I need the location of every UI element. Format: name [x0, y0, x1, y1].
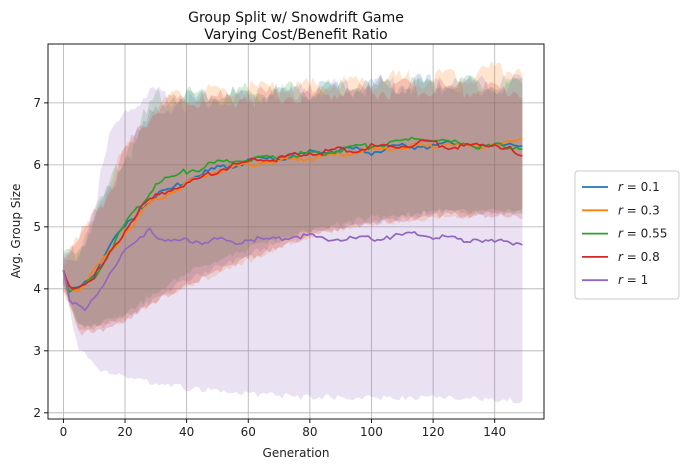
y-tick-label-5: 7	[33, 96, 41, 110]
legend-var-1: r	[618, 203, 624, 217]
line-series-3	[62, 139, 523, 290]
band-series-1	[63, 61, 523, 331]
grid-lines	[48, 44, 544, 419]
x-tick-label-6: 120	[422, 425, 445, 439]
legend-box	[574, 170, 680, 300]
x-tick-label-0: 0	[60, 425, 68, 439]
y-tick-label-2: 4	[33, 282, 41, 296]
legend: r = 0.1r = 0.3r = 0.55r = 0.8r = 1	[574, 170, 680, 300]
legend-label-4: r = 1	[618, 273, 648, 287]
x-axis-title: Generation	[263, 446, 330, 460]
band-series-4	[63, 74, 523, 404]
legend-label-1: r = 0.3	[618, 203, 660, 217]
x-tick-label-4: 80	[302, 425, 317, 439]
legend-var-4: r	[618, 273, 624, 287]
confidence-bands	[63, 61, 523, 404]
legend-value-4: = 1	[623, 273, 648, 287]
band-series-2	[63, 74, 523, 330]
legend-label-3: r = 0.8	[618, 250, 660, 264]
x-tick-label-1: 20	[117, 425, 132, 439]
x-tick-label-2: 40	[179, 425, 194, 439]
legend-var-2: r	[618, 227, 624, 241]
legend-value-3: = 0.8	[623, 250, 660, 264]
legend-label-0: r = 0.1	[618, 180, 660, 194]
chart-title-line-1: Group Split w/ Snowdrift Game	[188, 10, 404, 26]
legend-var-3: r	[618, 250, 624, 264]
x-tick-label-3: 60	[241, 425, 256, 439]
y-axis-ticks: 2 3 4 5 6 7	[33, 96, 48, 420]
band-series-0	[63, 73, 523, 327]
band-series-3	[63, 77, 523, 336]
x-axis-ticks: 0 20 40 60 80 100 120 140	[60, 419, 506, 439]
plot-frame	[47, 43, 545, 420]
y-axis-title: Avg. Group Size	[9, 184, 23, 279]
x-tick-label-5: 100	[360, 425, 383, 439]
y-tick-label-0: 2	[33, 406, 41, 420]
y-tick-label-3: 5	[33, 220, 41, 234]
legend-label-2: r = 0.55	[618, 227, 667, 241]
line-series-4	[62, 227, 523, 312]
y-tick-label-4: 6	[33, 158, 41, 172]
line-series-1	[62, 138, 523, 293]
legend-value-2: = 0.55	[623, 227, 667, 241]
series-lines	[62, 136, 523, 312]
legend-value-0: = 0.1	[623, 180, 660, 194]
chart-title-line-2: Varying Cost/Benefit Ratio	[204, 27, 387, 43]
y-tick-label-1: 3	[33, 344, 41, 358]
x-tick-label-7: 140	[483, 425, 506, 439]
legend-var-0: r	[618, 180, 624, 194]
legend-value-1: = 0.3	[623, 203, 660, 217]
